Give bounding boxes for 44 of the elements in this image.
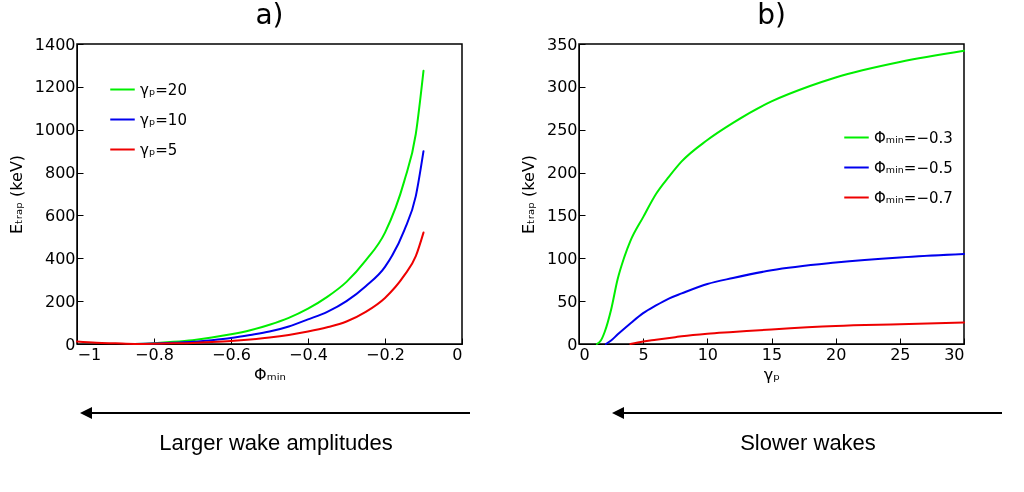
x-tick-label: −1 [77, 344, 102, 364]
y-tick-label: 200 [546, 163, 578, 183]
y-tick-label: 50 [557, 291, 578, 311]
x-tick-label: 25 [890, 344, 911, 364]
x-tick-label: 10 [697, 344, 719, 364]
legend-label: γₚ=5 [140, 140, 178, 159]
legend-label: Φₘᵢₙ=−0.3 [874, 128, 953, 147]
y-tick-label: 300 [546, 77, 578, 97]
y-tick-label: 800 [44, 163, 76, 183]
x-tick-label: 5 [638, 344, 649, 364]
line-series [595, 49, 965, 345]
text: Larger wake amplitudes [158, 430, 394, 456]
chart-title: a) [255, 0, 284, 31]
text: Slower wakes [739, 430, 877, 456]
legend-label: γₚ=20 [140, 80, 187, 99]
y-axis-title: Eₜᵣₐₚ (keV) [518, 154, 538, 235]
x-tick-label: 30 [944, 344, 965, 364]
x-tick-label: −0.6 [212, 344, 251, 364]
x-tick-label: 0 [452, 344, 463, 364]
line-series [629, 321, 965, 345]
y-tick-label: 1400 [34, 34, 76, 54]
y-tick-label: 400 [44, 248, 76, 268]
x-tick-label: −0.8 [135, 344, 174, 364]
x-tick-label: −0.2 [366, 344, 405, 364]
line-series [604, 253, 965, 345]
y-tick-label: 600 [44, 205, 76, 225]
legend-label: Φₘᵢₙ=−0.5 [874, 158, 953, 177]
line-series [76, 231, 425, 345]
y-tick-label: 1000 [34, 120, 76, 140]
x-tick-label: 20 [825, 344, 847, 364]
x-tick-label: 15 [761, 344, 783, 364]
legend-label: γₚ=10 [140, 110, 187, 129]
x-axis-title: γₚ [763, 364, 781, 384]
y-tick-label: 1200 [34, 77, 76, 97]
x-tick-label: −0.4 [289, 344, 328, 364]
y-axis-title: Eₜᵣₐₚ (keV) [6, 154, 26, 235]
y-tick-label: 350 [546, 34, 578, 54]
x-axis-title: Φₘᵢₙ [254, 364, 286, 384]
legend-label: Φₘᵢₙ=−0.7 [874, 188, 953, 207]
y-tick-label: 200 [44, 291, 76, 311]
y-tick-label: 250 [546, 120, 578, 140]
y-tick-label: 100 [546, 248, 578, 268]
chart-title: b) [757, 0, 786, 31]
y-tick-label: 150 [546, 205, 578, 225]
